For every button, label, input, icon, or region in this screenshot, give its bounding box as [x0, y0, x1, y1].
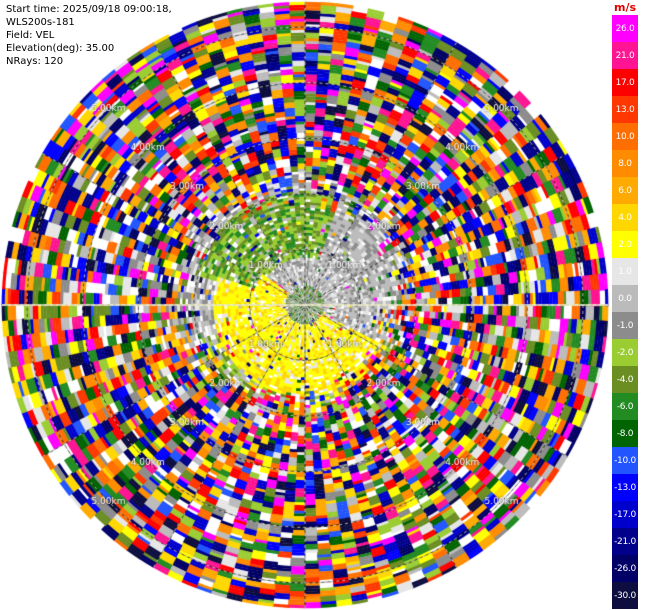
colorbar-tick-label: 17.0	[615, 77, 635, 88]
colorbar-segment: -8.0	[612, 420, 638, 447]
colorbar-segment: -6.0	[612, 393, 638, 420]
colorbar-segment: 26.0	[612, 15, 638, 42]
colorbar-segment: -1.0	[612, 312, 638, 339]
colorbar-tick-label: -6.0	[616, 401, 634, 412]
colorbar-segment: 17.0	[612, 69, 638, 96]
scan-info: Start time: 2025/09/18 09:00:18, WLS200s…	[6, 3, 172, 68]
colorbar-tick-label: 26.0	[615, 23, 635, 34]
colorbar-segment: 0.0	[612, 285, 638, 312]
colorbar-tick-label: 10.0	[615, 131, 635, 142]
colorbar-tick-label: 1.0	[618, 266, 632, 277]
colorbar-segment: 13.0	[612, 96, 638, 123]
colorbar-segment: -10.0	[612, 447, 638, 474]
colorbar-segment: 21.0	[612, 42, 638, 69]
colorbar-segment: 4.0	[612, 204, 638, 231]
info-instrument: WLS200s-181	[6, 17, 75, 28]
colorbar-segment: -26.0	[612, 555, 638, 582]
info-elevation: Elevation(deg): 35.00	[6, 43, 115, 54]
info-nrays: NRays: 120	[6, 56, 64, 67]
colorbar-segment: -21.0	[612, 528, 638, 555]
colorbar-segments: 26.0 21.0 17.0 13.0 10.0 8.0 6.0 4.0 2.0 1.0 0.0 -1…	[612, 15, 638, 609]
colorbar-tick-label: -17.0	[614, 509, 636, 520]
colorbar-tick-label: 21.0	[615, 50, 635, 61]
colorbar-tick-label: 4.0	[618, 212, 632, 223]
colorbar-tick-label: -2.0	[616, 347, 634, 358]
colorbar-tick-label: -10.0	[614, 455, 636, 466]
colorbar-segment: 6.0	[612, 177, 638, 204]
colorbar-segment: 10.0	[612, 123, 638, 150]
colorbar-segment: -4.0	[612, 366, 638, 393]
colorbar-tick-label: 13.0	[615, 104, 635, 115]
colorbar-segment: -13.0	[612, 474, 638, 501]
colorbar-tick-label: 0.0	[618, 293, 632, 304]
colorbar-segment: 8.0	[612, 150, 638, 177]
colorbar-tick-label: 2.0	[618, 239, 632, 250]
colorbar-tick-label: -30.0	[614, 590, 636, 601]
colorbar-tick-label: -4.0	[616, 374, 634, 385]
colorbar-segment: 2.0	[612, 231, 638, 258]
colorbar-tick-label: 6.0	[618, 185, 632, 196]
colorbar: m/s 26.0 21.0 17.0 13.0 10.0 8.0 6.0 4.0 2.0 1.0 0…	[612, 0, 638, 609]
colorbar-tick-label: -13.0	[614, 482, 636, 493]
colorbar-tick-label: -21.0	[614, 536, 636, 547]
info-field: Field: VEL	[6, 30, 55, 41]
info-start-time: Start time: 2025/09/18 09:00:18,	[6, 4, 172, 15]
colorbar-tick-label: -8.0	[616, 428, 634, 439]
colorbar-segment: 1.0	[612, 258, 638, 285]
colorbar-tick-label: -26.0	[614, 563, 636, 574]
colorbar-segment: -2.0	[612, 339, 638, 366]
colorbar-tick-label: 8.0	[618, 158, 632, 169]
colorbar-segment: -30.0	[612, 582, 638, 609]
colorbar-segment: -17.0	[612, 501, 638, 528]
colorbar-title: m/s	[613, 1, 637, 14]
colorbar-tick-label: -1.0	[616, 320, 634, 331]
